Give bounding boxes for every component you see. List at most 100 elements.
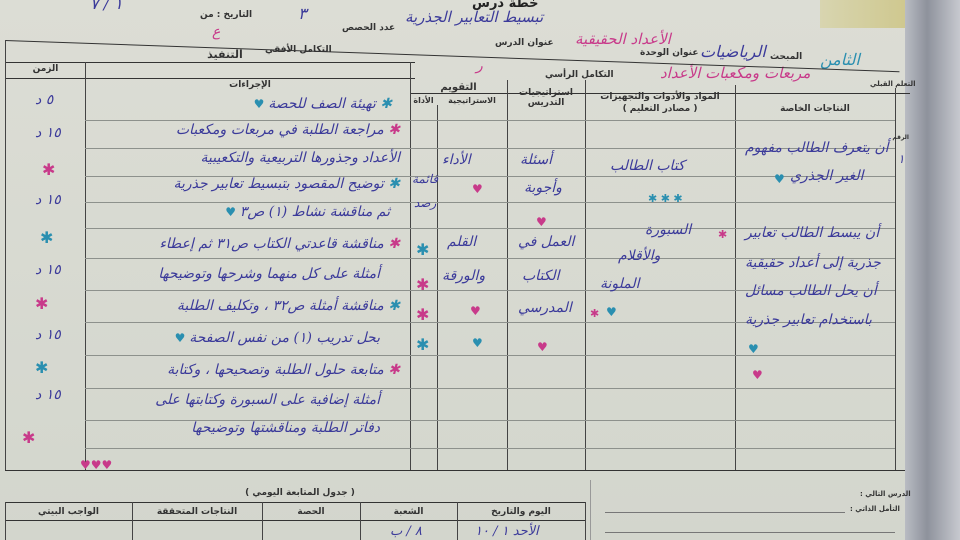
star-icon: ✱ <box>416 240 430 259</box>
followup-header-section: الشعبة <box>393 507 424 517</box>
heart-icon: ♥ <box>748 342 759 356</box>
procedure-line: أمثلة إضافية على السبورة وكتابتها على <box>90 392 400 420</box>
procedure-line: ✱ توضيح المقصود بتبسيط تعابير جذرية <box>173 176 400 192</box>
columns-header-line <box>5 78 415 79</box>
procedure-line: الأعداد وجذورها التربيعية والتكعيبية <box>90 150 401 176</box>
stars-decoration: ✱ ✱ ✱ <box>648 192 683 205</box>
col-divider <box>85 62 86 470</box>
star-icon: ✱ <box>42 160 56 179</box>
ruled-line <box>85 290 895 291</box>
ruled-line <box>85 420 895 421</box>
reflection-label: التأمل الذاتي : <box>850 505 900 513</box>
materials-value: السبورة <box>645 222 692 238</box>
followup-header-line <box>5 520 585 521</box>
execution-header-line <box>5 62 415 63</box>
procedure-line: ✱ مناقشة أمثلة ص٣٢ ، وتكليف الطلبة <box>176 298 400 314</box>
star-icon: ✱ <box>718 228 728 241</box>
col-divider <box>457 502 458 540</box>
ruled-line <box>85 202 895 203</box>
star-icon: ✱ <box>22 428 36 447</box>
page-title: خطة درس <box>472 0 539 11</box>
materials-header: المواد والأدوات والتجهيزات <box>600 92 720 102</box>
eval-tool-value: قائمة <box>412 172 439 186</box>
procedure-text: بحل تدريب (١) من نفس الصفحة <box>189 330 380 346</box>
procedure-line: ✱ تهيئة الصف للحصة ♥ <box>253 96 392 112</box>
heart-icon: ♥ <box>536 215 547 229</box>
procedure-text: تهيئة الصف للحصة <box>268 96 376 112</box>
date-value: ١ / ٧ <box>90 0 123 13</box>
col-divider <box>5 502 6 540</box>
star-icon: ✱ <box>416 275 430 294</box>
teaching-strategies-header: استراتيجيات التدريس <box>519 88 573 108</box>
grade-value: الثامن <box>820 50 860 69</box>
eval-strategy-value: والورقة <box>442 268 486 284</box>
outcome-value: أن يحل الطالب مسائل <box>745 283 877 299</box>
followup-header-outcomes: النتاجات المتحققة <box>156 507 238 517</box>
unit-title-value: الأعداد الحقيقية <box>575 30 671 48</box>
procedure-line: ✱ متابعة حلول الطلبة وتصحيحها ، وكتابة <box>167 362 400 378</box>
procedure-line: بحل تدريب (١) من نفس الصفحة ♥ <box>174 330 380 346</box>
col-divider <box>360 502 361 540</box>
vertical-integration-label: التكامل الرأسي <box>545 70 614 80</box>
materials-value: كتاب الطالب <box>610 158 685 174</box>
followup-title: ( جدول المتابعة اليومي ) <box>245 488 355 498</box>
materials-subheader: ( مصادر التعليم ) <box>622 104 698 114</box>
col-divider <box>437 105 438 470</box>
star-icon: ✱ <box>590 307 600 320</box>
vertical-integration-value: مربعات ومكعبات الأعداد <box>660 64 811 82</box>
procedure-text: مناقشة أمثلة ص٣٢ ، وتكليف الطلبة <box>176 298 384 314</box>
reflection-line <box>605 532 895 533</box>
time-value: ١٥ د <box>35 327 61 343</box>
heart-icon: ♥ <box>606 305 617 319</box>
col-divider <box>735 85 736 470</box>
execution-header: التنفيذ <box>207 48 243 61</box>
procedure-text: الأعداد وجذورها التربيعية والتكعيبية <box>200 150 401 166</box>
followup-cell: الأحد ١ / ١٠ <box>475 524 539 539</box>
eval-strategy-header: الاستراتيجية <box>448 96 496 105</box>
ruled-line <box>85 176 895 177</box>
eval-tool-value: رصد <box>414 196 437 210</box>
teaching-strategy-value: وأجوبة <box>524 180 562 196</box>
ruled-line <box>85 120 895 121</box>
procedure-text: ثم مناقشة نشاط (١) ص٣ <box>239 204 390 220</box>
lessons-count-label: عدد الحصص <box>342 23 396 33</box>
heart-icon: ♥ <box>472 336 483 350</box>
col-divider <box>5 40 6 470</box>
outcomes-header: النتاجات الخاصة <box>780 104 850 114</box>
procedure-text: دفاتر الطلبة ومناقشتها وتوضيحها <box>191 420 380 436</box>
divider <box>590 480 591 540</box>
subject-label: المبحث <box>770 52 803 62</box>
ruled-line <box>85 322 895 323</box>
col-divider <box>410 62 411 470</box>
followup-cell: ٨ / ب <box>390 524 422 539</box>
time-value: ١٥ د <box>35 192 61 208</box>
followup-header-homework: الواجب البيتي <box>38 507 99 517</box>
col-divider <box>262 502 263 540</box>
procedure-text: أمثلة إضافية على السبورة وكتابتها على <box>155 392 380 408</box>
star-icon: ✱ <box>416 335 430 354</box>
mark: ر <box>476 58 483 74</box>
teaching-strategy-value: أسئلة <box>520 152 552 168</box>
procedures-header: الإجراءات <box>229 80 271 90</box>
teaching-strategy-value: المدرسي <box>518 300 572 316</box>
procedure-text: متابعة حلول الطلبة وتصحيحها ، وكتابة <box>167 362 384 378</box>
followup-header-day-date: اليوم والتاريخ <box>491 507 551 517</box>
procedure-line: ✱ مراجعة الطلبة في مربعات ومكعبات <box>175 122 400 138</box>
col-divider <box>895 88 896 470</box>
lesson-title-value: تبسيط التعابير الجذرية <box>405 8 544 26</box>
prior-learning-label: التعلم القبلي <box>870 80 916 88</box>
procedure-line: ✱ مناقشة قاعدتي الكتاب ص٣١ ثم إعطاء <box>159 236 400 252</box>
outcome-value: باستخدام تعابير جذرية <box>745 312 872 328</box>
heart-icon: ♥ <box>537 340 548 354</box>
heart-icon: ♥ <box>472 182 483 196</box>
procedure-line: دفاتر الطلبة ومناقشتها وتوضيحها <box>90 420 400 448</box>
star-icon: ✱ <box>40 228 54 247</box>
time-value: ٥ د <box>35 92 54 108</box>
lesson-title-label: عنوان الدرس <box>495 38 554 48</box>
col-divider <box>132 502 133 540</box>
subject-value: الرياضيات <box>700 42 766 61</box>
lessons-count-value: ٣ <box>298 4 307 23</box>
heart-icon: ♥ <box>774 172 785 186</box>
procedure-line: ثم مناقشة نشاط (١) ص٣ ♥ <box>225 204 390 220</box>
outcome-value: جذرية إلى أعداد حقيقية <box>745 255 881 271</box>
